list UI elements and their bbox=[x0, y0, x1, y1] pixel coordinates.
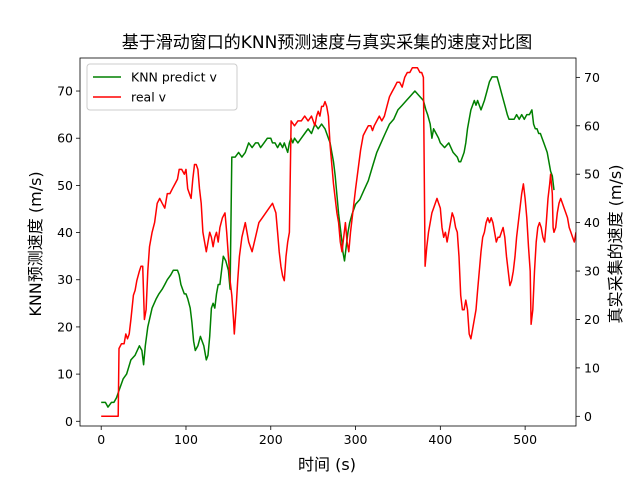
left-y-tick-label: 30 bbox=[57, 272, 73, 287]
x-tick-label: 100 bbox=[174, 432, 198, 447]
x-tick-label: 300 bbox=[344, 432, 368, 447]
left-y-tick-label: 60 bbox=[57, 131, 73, 146]
axes: 0 100 200 300 400 500 0 10 20 30 40 50 60 70 0 10 20 30 40… bbox=[57, 57, 600, 447]
series-line-1 bbox=[101, 66, 576, 418]
x-tick-label: 400 bbox=[428, 432, 452, 447]
legend-label-0: KNN predict v bbox=[131, 70, 218, 85]
plot-area bbox=[101, 66, 576, 418]
right-y-tick-label: 0 bbox=[584, 409, 592, 424]
x-tick-label: 200 bbox=[259, 432, 283, 447]
left-y-tick-label: 10 bbox=[57, 367, 73, 382]
right-y-tick-label: 60 bbox=[584, 118, 600, 133]
left-y-tick-label: 0 bbox=[65, 414, 73, 429]
right-y-axis-label: 真实采集的速度 (m/s) bbox=[606, 165, 625, 324]
left-y-axis-label: KNN预测速度 (m/s) bbox=[26, 171, 45, 316]
right-y-tick-label: 40 bbox=[584, 215, 600, 230]
x-tick-label: 500 bbox=[513, 432, 537, 447]
right-y-tick-label: 20 bbox=[584, 312, 600, 327]
left-y-tick-label: 70 bbox=[57, 84, 73, 99]
x-axis-label: 时间 (s) bbox=[298, 455, 356, 474]
left-y-tick-label: 20 bbox=[57, 319, 73, 334]
legend-box bbox=[86, 63, 238, 111]
plot-frame bbox=[79, 57, 577, 427]
right-y-tick-label: 30 bbox=[584, 264, 600, 279]
legend: KNN predict v real v bbox=[86, 63, 238, 111]
left-y-tick-label: 50 bbox=[57, 178, 73, 193]
left-y-tick-label: 40 bbox=[57, 225, 73, 240]
right-y-tick-label: 10 bbox=[584, 360, 600, 375]
x-tick-label: 0 bbox=[97, 432, 105, 447]
chart-title: 基于滑动窗口的KNN预测速度与真实采集的速度对比图 bbox=[122, 33, 533, 53]
right-y-tick-label: 50 bbox=[584, 167, 600, 182]
legend-label-1: real v bbox=[131, 90, 167, 105]
right-y-tick-label: 70 bbox=[584, 70, 600, 85]
